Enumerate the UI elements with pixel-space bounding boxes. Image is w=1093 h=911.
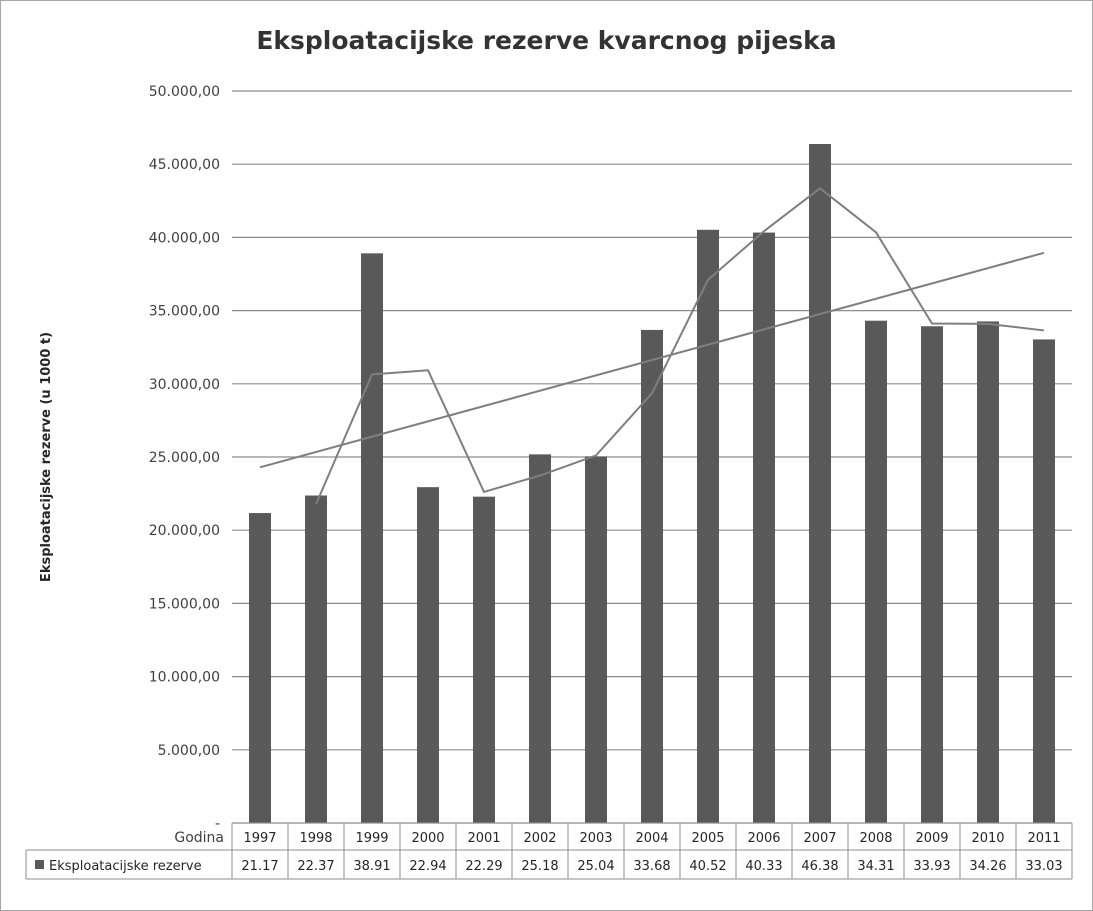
y-tick-label: 5.000,00 <box>158 743 220 759</box>
data-label: 40.33 <box>745 859 782 874</box>
bar <box>697 229 719 823</box>
x-tick-label: 2007 <box>803 831 836 846</box>
bar <box>585 456 607 823</box>
bar <box>753 232 775 824</box>
y-tick-label: 25.000,00 <box>149 450 220 466</box>
y-tick-label: 15.000,00 <box>149 596 220 612</box>
x-tick-label: 2011 <box>1027 831 1060 846</box>
y-tick-label: 45.000,00 <box>149 157 220 173</box>
y-tick-label: 50.000,00 <box>149 84 220 100</box>
bar <box>921 326 943 823</box>
x-tick-label: 2002 <box>523 831 556 846</box>
x-tick-label: 1998 <box>299 831 332 846</box>
data-label: 40.52 <box>689 859 726 874</box>
x-tick-label: 2000 <box>411 831 444 846</box>
data-label: 21.17 <box>241 859 278 874</box>
bar <box>473 496 495 823</box>
legend-key <box>35 860 44 869</box>
y-tick-label: 30.000,00 <box>149 377 220 393</box>
y-tick-label: - <box>215 816 220 832</box>
data-label: 34.26 <box>969 859 1006 874</box>
data-label: 38.91 <box>353 859 390 874</box>
x-tick-label: 2004 <box>635 831 668 846</box>
moving-average-line <box>315 187 1045 505</box>
bar <box>641 329 663 823</box>
data-label: 34.31 <box>857 859 894 874</box>
x-tick-label: 2009 <box>915 831 948 846</box>
y-tick-label: 20.000,00 <box>149 523 220 539</box>
data-label: 25.04 <box>577 859 614 874</box>
data-label: 25.18 <box>521 859 558 874</box>
data-label: 33.93 <box>913 859 950 874</box>
y-tick-label: 40.000,00 <box>149 230 220 246</box>
bar <box>417 487 439 823</box>
data-label: 33.03 <box>1025 859 1062 874</box>
x-tick-label: 1999 <box>355 831 388 846</box>
x-tick-label: 2005 <box>691 831 724 846</box>
bar <box>809 143 831 823</box>
table-header-label: Godina <box>174 830 224 846</box>
series-name: Eksploatacijske rezerve <box>49 859 202 874</box>
data-label: 22.37 <box>297 859 334 874</box>
trendline <box>259 251 1045 469</box>
bar <box>977 321 999 823</box>
data-label: 33.68 <box>633 859 670 874</box>
bar <box>865 320 887 823</box>
bar <box>305 495 327 823</box>
bar <box>529 454 551 823</box>
bar <box>249 513 271 823</box>
y-tick-label: 35.000,00 <box>149 304 220 320</box>
bar <box>1033 339 1055 823</box>
data-label: 22.29 <box>465 859 502 874</box>
x-tick-label: 2010 <box>971 831 1004 846</box>
x-tick-label: 2006 <box>747 831 780 846</box>
data-label: 46.38 <box>801 859 838 874</box>
data-label: 22.94 <box>409 859 446 874</box>
y-tick-label: 10.000,00 <box>149 670 220 686</box>
y-axis-title: Eksploatacijske rezerve (u 1000 t) <box>39 332 54 582</box>
x-tick-label: 2003 <box>579 831 612 846</box>
x-tick-label: 1997 <box>243 831 276 846</box>
bar <box>361 253 383 823</box>
x-tick-label: 2008 <box>859 831 892 846</box>
x-tick-label: 2001 <box>467 831 500 846</box>
chart-title: Eksploatacijske rezerve kvarcnog pijeska <box>256 26 837 55</box>
